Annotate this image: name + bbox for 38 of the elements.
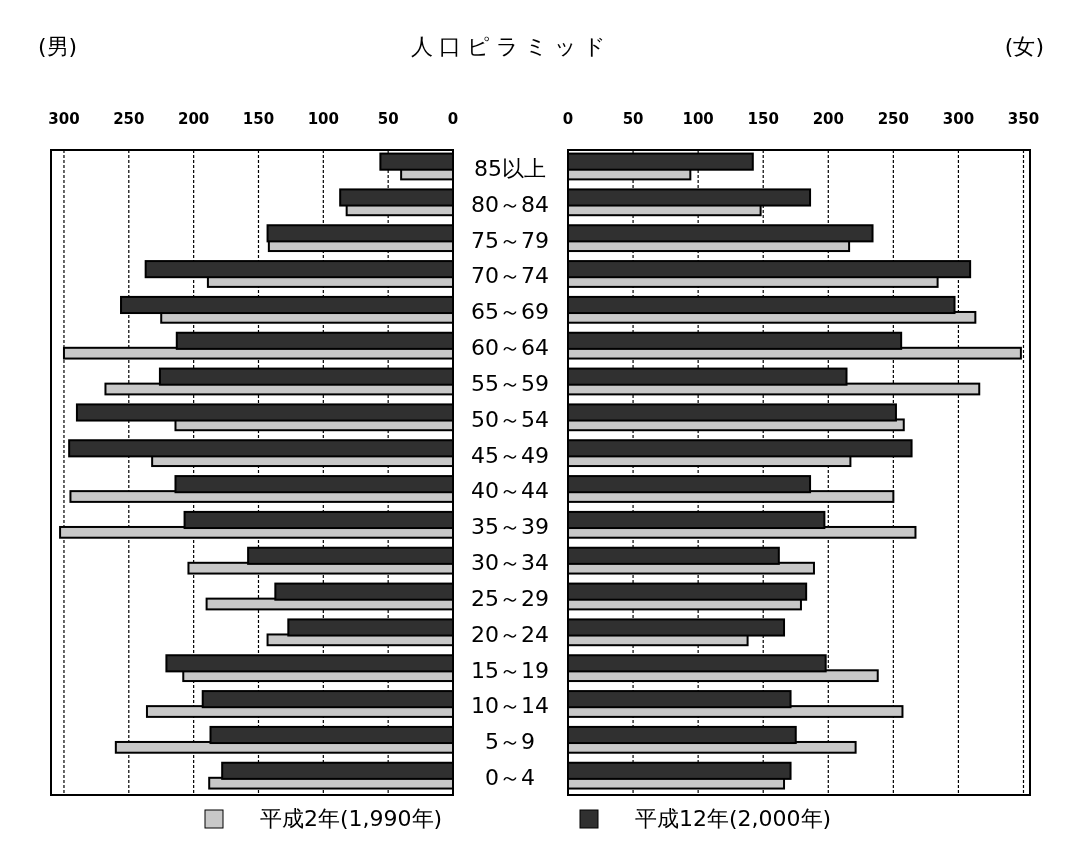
y-tick-label: 65～69	[471, 299, 549, 325]
text: (男)	[38, 34, 78, 59]
y-tick-label: 85以上	[474, 155, 546, 181]
x-tick-label: 50	[622, 110, 644, 128]
x-tick-label: 50	[377, 110, 399, 128]
x-tick-label: 150	[242, 110, 275, 128]
x-tick-label: 250	[113, 110, 145, 128]
text: 人口ピラミッド	[410, 34, 612, 59]
y-tick-label: 0～4	[485, 765, 535, 791]
x-tick-label: 250	[877, 110, 910, 128]
y-tick-label: 30～34	[471, 550, 549, 576]
y-tick-label: 15～19	[471, 657, 549, 683]
x-tick-label: 350	[1007, 110, 1040, 128]
legend-label: 平成2年(1,990年)	[260, 806, 443, 831]
x-tick-label: 200	[812, 110, 844, 128]
legend-label: 平成12年(2,000年)	[635, 806, 832, 831]
x-tick-label: 150	[747, 110, 779, 128]
y-tick-label: 40～44	[471, 478, 549, 504]
y-tick-label: 50～54	[471, 406, 549, 432]
y-tick-label: 5～9	[485, 729, 535, 755]
y-tick-label: 45～49	[471, 442, 549, 468]
y-tick-label: 55～59	[471, 370, 549, 396]
y-tick-label: 35～39	[471, 514, 549, 540]
y-tick-label: 25～29	[471, 585, 549, 611]
x-tick-label: 0	[447, 110, 459, 128]
text: (女)	[1004, 34, 1044, 59]
x-tick-label: 100	[682, 110, 714, 128]
y-tick-label: 60～64	[471, 335, 549, 361]
y-tick-label: 75～79	[471, 227, 549, 253]
x-tick-label: 200	[177, 110, 210, 128]
x-tick-label: 0	[562, 110, 574, 128]
x-tick-label: 300	[942, 110, 975, 128]
y-tick-label: 20～24	[471, 621, 549, 647]
y-tick-label: 70～74	[471, 263, 549, 289]
x-tick-label: 100	[307, 110, 339, 128]
x-tick-label: 300	[48, 110, 80, 128]
y-tick-label: 10～14	[471, 693, 549, 719]
y-tick-label: 80～84	[471, 191, 549, 217]
